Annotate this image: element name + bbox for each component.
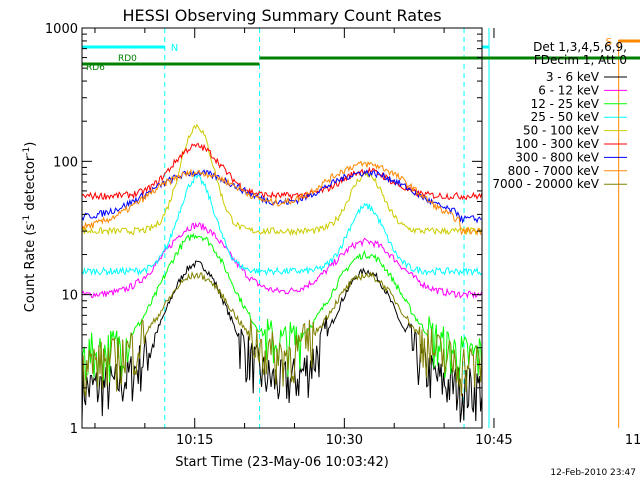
rd0-label: RD0	[118, 54, 137, 64]
y-axis-label: Count Rate (s-1 detector-1)	[22, 142, 38, 313]
y-tick-label: 1000	[45, 22, 78, 37]
series-line-4	[81, 123, 483, 237]
legend-label-8: 7000 - 20000 keV	[492, 177, 599, 191]
series-line-7	[81, 160, 482, 237]
legend-label-7: 800 - 7000 keV	[508, 164, 600, 178]
legend-label-1: 6 - 12 keV	[538, 83, 600, 97]
x-tick-label: 11:00	[625, 433, 640, 448]
saa-label: S	[606, 37, 612, 48]
legend: Det 1,3,4,5,6,9, FDecim 1, Att 0 3 - 6 k…	[492, 40, 627, 191]
y-tick-label: 10	[61, 289, 78, 304]
y-tick-label: 100	[53, 155, 78, 170]
series-line-8	[81, 271, 483, 397]
y-tick-label: 1	[70, 422, 78, 437]
x-tick-label: 10:30	[326, 433, 363, 448]
legend-label-6: 300 - 800 keV	[515, 150, 599, 164]
plot-area: RD0 RD6 N S	[81, 28, 640, 428]
legend-header-2: FDecim 1, Att 0	[534, 53, 627, 67]
legend-header-1: Det 1,3,4,5,6,9,	[533, 40, 627, 54]
series-line-5	[81, 142, 483, 202]
plot-frame	[81, 27, 483, 429]
legend-label-5: 100 - 300 keV	[515, 137, 599, 151]
footer-timestamp: 12-Feb-2010 23:47	[550, 468, 636, 478]
series-line-1	[81, 221, 483, 300]
legend-label-0: 3 - 6 keV	[546, 70, 600, 84]
x-axis-label: Start Time (23-May-06 10:03:42)	[175, 455, 389, 470]
chart-title: HESSI Observing Summary Count Rates	[122, 6, 441, 25]
x-tick-label: 10:15	[176, 433, 213, 448]
legend-label-4: 50 - 100 keV	[523, 124, 600, 138]
series-line-3	[81, 174, 483, 277]
series-line-2	[81, 232, 483, 387]
x-tick-label: 10:45	[475, 433, 512, 448]
rd6-label: RD6	[86, 63, 105, 73]
legend-label-3: 25 - 50 keV	[531, 110, 600, 124]
night-label: N	[171, 43, 178, 54]
legend-label-2: 12 - 25 keV	[531, 97, 600, 111]
